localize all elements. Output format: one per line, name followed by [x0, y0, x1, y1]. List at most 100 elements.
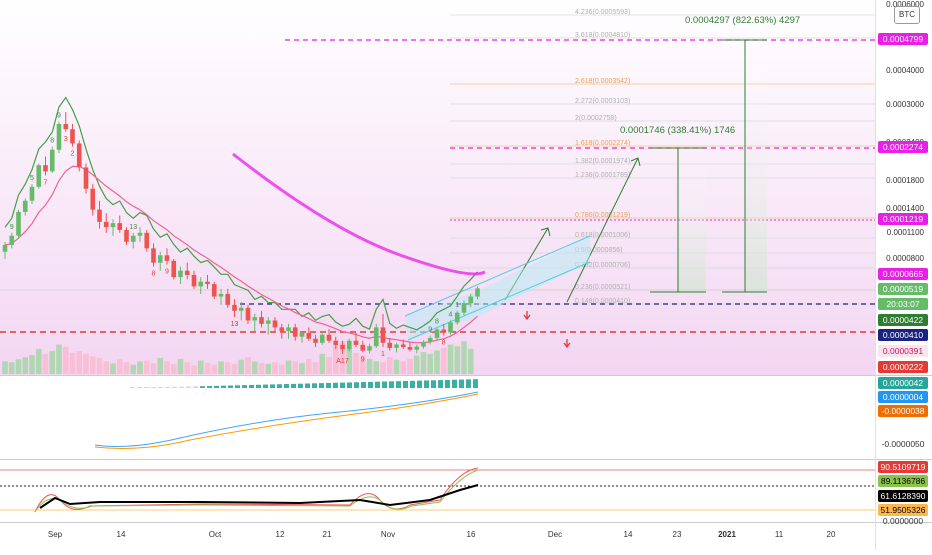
- volume-bar: [420, 352, 427, 374]
- candle-body: [218, 293, 224, 297]
- candle-body: [380, 327, 386, 343]
- candle-body: [232, 304, 237, 311]
- macd-hist-bar: [277, 384, 282, 388]
- volume-bars: [2, 341, 474, 374]
- macd-hist-bar: [319, 383, 324, 388]
- volume-bar: [191, 365, 197, 374]
- fib-label: 2(0.0002758): [575, 115, 617, 122]
- candle-annotation: 8: [50, 138, 54, 145]
- volume-bar: [285, 360, 292, 374]
- candle-body: [475, 288, 480, 297]
- volume-bar: [400, 361, 407, 374]
- target-projections: 0.0001746 (338.41%) 1746 0.0004297 (822.6…: [404, 15, 800, 349]
- candle-body: [367, 346, 372, 351]
- volume-bar: [461, 341, 467, 374]
- price-tag: 0.0004799: [878, 33, 928, 45]
- macd-hist-bar: [235, 385, 240, 388]
- target-box-2: [745, 40, 767, 292]
- candle-annotation: 8: [442, 340, 446, 347]
- candle-body: [211, 284, 217, 297]
- macd-line: [94, 391, 479, 447]
- candle-body: [353, 340, 359, 345]
- volume-bar: [305, 358, 312, 374]
- volume-bar: [143, 360, 150, 374]
- candle-body: [421, 341, 426, 347]
- candle-body: [205, 281, 210, 285]
- volume-bar: [150, 363, 157, 374]
- macd-hist-bar: [473, 379, 478, 388]
- fib-label: 0.618(0.0001006): [575, 232, 630, 239]
- macd-hist-bar: [200, 386, 205, 388]
- fib-label: 3.618(0.0004810): [575, 32, 630, 39]
- macd-hist-bar: [333, 382, 338, 388]
- volume-bar: [103, 361, 110, 374]
- volume-bar: [69, 353, 76, 374]
- candle-body: [441, 329, 447, 333]
- volume-bar: [130, 364, 137, 374]
- x-tick-label: 14: [116, 530, 126, 539]
- volume-bar: [434, 350, 440, 374]
- candle-body: [110, 223, 116, 228]
- macd-hist-bar: [172, 386, 177, 388]
- candle-body: [346, 340, 352, 350]
- fib-label: 2.272(0.0003103): [575, 98, 630, 105]
- stoch-indicator: [0, 467, 875, 513]
- macd-hist-bar: [459, 379, 464, 388]
- volume-bar: [177, 358, 184, 374]
- volume-bar: [211, 364, 218, 374]
- volume-bar: [15, 359, 22, 374]
- fib-label: 0.382(0.0000706): [575, 262, 630, 269]
- macd-hist-bar: [256, 384, 261, 388]
- x-tick-label: Sep: [47, 530, 63, 539]
- candle-body: [434, 329, 440, 338]
- volume-bar: [22, 357, 29, 374]
- volume-bar: [184, 362, 191, 374]
- candle-body: [245, 307, 251, 321]
- candle-annotation: A17: [336, 358, 349, 365]
- stoch-tag: 89.1136786: [878, 475, 928, 487]
- macd-hist-bar: [130, 387, 135, 388]
- macd-hist-bar: [193, 386, 198, 388]
- volume-bar: [170, 363, 177, 374]
- price-tag: 0.0000410: [878, 329, 928, 341]
- candle-annotation: 1: [455, 302, 459, 309]
- candle-body: [252, 317, 258, 321]
- long-ma-curve: [232, 152, 486, 276]
- volume-bar: [42, 353, 49, 374]
- macd-hist-bar: [340, 382, 345, 388]
- volume-bar: [339, 341, 346, 374]
- down-arrow-2: [563, 339, 571, 349]
- candle-body: [326, 334, 332, 341]
- price-tag: 0.0000222: [878, 361, 928, 373]
- macd-hist-bar: [375, 381, 380, 388]
- macd-tag: -0.0000038: [878, 405, 928, 417]
- volume-bar: [359, 355, 366, 374]
- volume-bar: [440, 347, 447, 374]
- candle-annotation: 4: [449, 311, 453, 318]
- volume-bar: [157, 358, 164, 374]
- macd-indicator: [94, 379, 479, 449]
- candle-annotation: 13: [231, 321, 239, 328]
- macd-hist-bar: [284, 384, 289, 388]
- macd-hist-bar: [263, 384, 268, 388]
- ticker-badge[interactable]: BTC: [894, 6, 920, 24]
- fib-label: 2.618(0.0003542): [575, 78, 630, 85]
- macd-hist-bar: [417, 380, 422, 388]
- candle-body: [292, 327, 298, 337]
- x-tick-label: 21: [322, 530, 332, 539]
- y-tick-label: 0.0001800: [886, 176, 924, 185]
- fib-label: 0.786(0.0001219): [575, 212, 630, 219]
- macd-tag: 0.0000004: [878, 391, 928, 403]
- price-tag: 20:03:07: [878, 298, 928, 310]
- y-tick-label: 0.0004000: [886, 66, 924, 75]
- volume-bar: [265, 363, 272, 374]
- volume-bar: [49, 350, 56, 374]
- fib-label: 0.5(0.0000856): [575, 247, 622, 254]
- volume-bar: [272, 362, 278, 374]
- candle-annotation: 9: [10, 224, 14, 231]
- y-tick-label: 0.0000800: [886, 254, 924, 263]
- macd-hist-bar: [305, 383, 310, 388]
- y-tick-label: 0.0006000: [886, 0, 924, 9]
- macd-hist-bar: [137, 387, 142, 388]
